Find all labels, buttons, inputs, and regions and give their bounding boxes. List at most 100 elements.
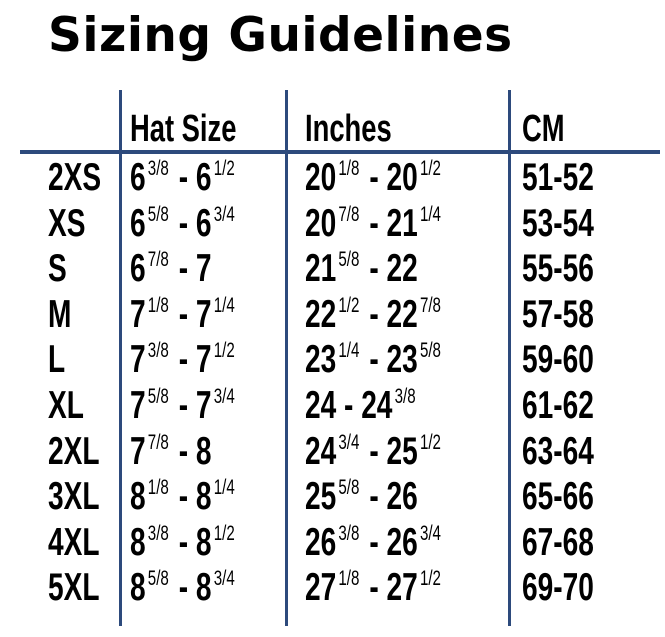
fraction: 1/8 (338, 567, 360, 591)
whole-number: - 7 (170, 384, 212, 427)
fraction: 3/8 (394, 385, 416, 408)
fraction: 5/8 (147, 385, 169, 408)
hat-cell: 7 1/8 - 7 1/4 (130, 295, 237, 334)
cm-cell: 63-64 (522, 429, 594, 473)
fraction: 7/8 (147, 430, 169, 454)
hat-cell: 8 3/8 - 8 1/2 (130, 523, 237, 562)
whole-number: - 6 (170, 156, 212, 199)
fraction: 1/8 (338, 157, 360, 180)
fraction: 3/4 (213, 385, 235, 408)
fraction: 1/4 (213, 476, 235, 500)
size-label: 4XL (48, 520, 100, 564)
size-label: S (48, 247, 67, 291)
header-cm: CM (522, 108, 565, 150)
cm-cell: 65-66 (522, 475, 594, 519)
hat-cell: 8 1/8 - 8 1/4 (130, 477, 237, 516)
inches-cell: 26 3/8 - 26 3/4 (305, 523, 443, 562)
fraction: 3/8 (147, 339, 169, 363)
whole-number: 21 (305, 247, 337, 291)
header-inches: Inches (305, 108, 392, 150)
whole-number: - 23 (361, 338, 418, 382)
cm-cell: 59-60 (522, 338, 594, 382)
size-label: 2XL (48, 429, 100, 473)
whole-number: 8 (130, 475, 146, 519)
inches-cell: 24 - 24 3/8 (305, 386, 418, 425)
fraction: 1/2 (419, 567, 441, 591)
whole-number: - 8 (170, 475, 212, 519)
fraction: 5/8 (147, 202, 169, 226)
page-title: Sizing Guidelines (48, 8, 513, 63)
hat-cell: 7 7/8 - 8 (130, 432, 212, 471)
size-label: 2XS (48, 156, 102, 199)
fraction: 7/8 (147, 248, 169, 272)
inches-cell: 20 1/8 - 20 1/2 (305, 158, 443, 197)
fraction: 1/4 (338, 339, 360, 363)
whole-number: 6 (130, 156, 146, 199)
fraction: 1/2 (419, 157, 441, 180)
whole-number: - 21 (361, 201, 418, 245)
inches-cell: 21 5/8 - 22 (305, 249, 418, 288)
cm-cell: 61-62 (522, 384, 594, 427)
whole-number: - 22 (361, 292, 418, 336)
whole-number: - 27 (361, 566, 418, 610)
fraction: 3/4 (213, 567, 235, 591)
cm-cell: 69-70 (522, 566, 594, 610)
fraction: 7/8 (338, 202, 360, 226)
fraction: 1/4 (419, 202, 441, 226)
fraction: 1/4 (213, 293, 235, 317)
fraction: 1/2 (213, 157, 235, 180)
inches-cell: 20 7/8 - 21 1/4 (305, 204, 443, 243)
cm-cell: 51-52 (522, 156, 594, 199)
whole-number: 24 (305, 429, 337, 473)
header-hat-size: Hat Size (130, 108, 237, 150)
fraction: 3/8 (147, 157, 169, 180)
whole-number: - 26 (361, 520, 418, 564)
size-label: XL (48, 384, 84, 427)
fraction: 5/8 (419, 339, 441, 363)
inches-cell: 23 1/4 - 23 5/8 (305, 340, 443, 379)
whole-number: - 7 (170, 338, 212, 382)
header-rule (20, 150, 660, 154)
fraction: 3/8 (338, 521, 360, 545)
whole-number: - 26 (361, 475, 418, 519)
whole-number: 6 (130, 201, 146, 245)
whole-number: 8 (130, 520, 146, 564)
cm-cell: 67-68 (522, 520, 594, 564)
column-divider (285, 90, 288, 626)
hat-cell: 7 5/8 - 7 3/4 (130, 386, 237, 425)
fraction: 1/8 (147, 293, 169, 317)
whole-number: - 7 (170, 292, 212, 336)
inches-cell: 22 1/2 - 22 7/8 (305, 295, 443, 334)
hat-cell: 6 3/8 - 6 1/2 (130, 158, 237, 197)
whole-number: - 8 (170, 520, 212, 564)
whole-number: - 22 (361, 247, 418, 291)
fraction: 1/8 (147, 476, 169, 500)
whole-number: 7 (130, 384, 146, 427)
hat-cell: 8 5/8 - 8 3/4 (130, 568, 237, 607)
whole-number: - 7 (170, 247, 212, 291)
fraction: 7/8 (419, 293, 441, 317)
whole-number: - 24 (336, 384, 393, 427)
fraction: 3/4 (338, 430, 360, 454)
whole-number: 23 (305, 338, 337, 382)
hat-cell: 6 5/8 - 6 3/4 (130, 204, 237, 243)
whole-number: - 20 (361, 156, 418, 199)
size-label: M (48, 292, 72, 336)
size-label: 3XL (48, 475, 100, 519)
hat-cell: 7 3/8 - 7 1/2 (130, 340, 237, 379)
inches-cell: 27 1/8 - 27 1/2 (305, 568, 443, 607)
fraction: 5/8 (147, 567, 169, 591)
whole-number: - 8 (170, 429, 212, 473)
fraction: 3/8 (147, 521, 169, 545)
whole-number: - 8 (170, 566, 212, 610)
fraction: 1/2 (338, 293, 360, 317)
whole-number: - 6 (170, 201, 212, 245)
inches-cell: 25 5/8 - 26 (305, 477, 418, 516)
size-label: 5XL (48, 566, 100, 610)
fraction: 5/8 (338, 476, 360, 500)
fraction: 5/8 (338, 248, 360, 272)
size-label: L (48, 338, 66, 382)
column-divider (119, 90, 122, 626)
whole-number: 6 (130, 247, 146, 291)
